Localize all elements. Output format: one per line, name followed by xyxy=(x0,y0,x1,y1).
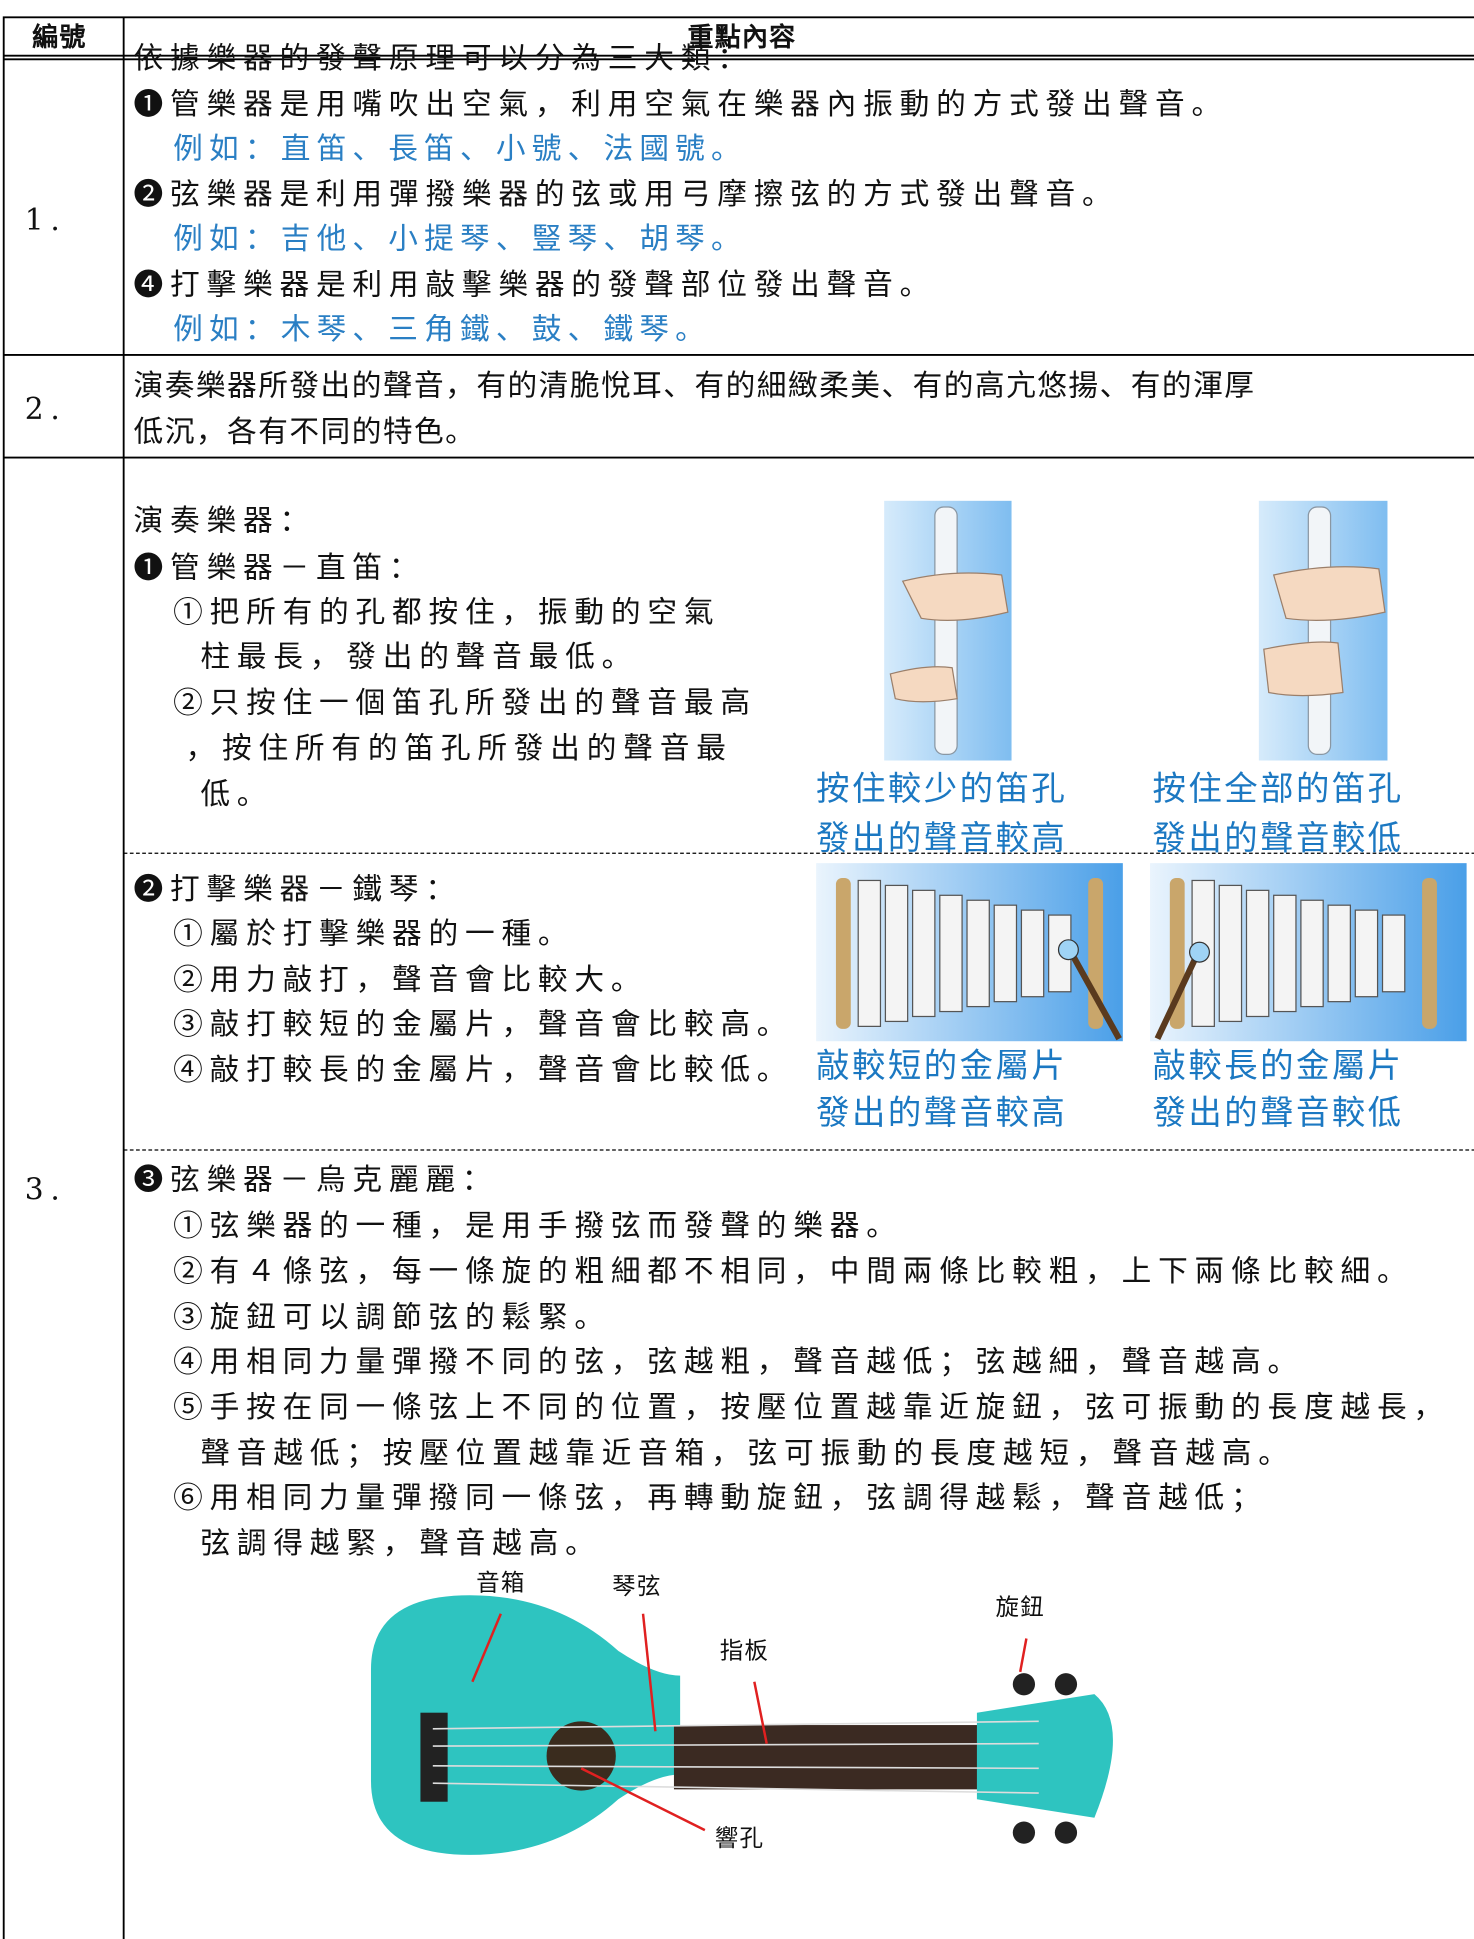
text-line: ①把所有的孔都按住，振動的空氣 xyxy=(173,594,721,630)
figure-label: 響孔 xyxy=(714,1825,765,1853)
text-line: 聲音越低；按壓位置越靠近音箱，弦可振動的長度越短，聲音越高。 xyxy=(200,1435,1295,1471)
figure-label: 音箱 xyxy=(476,1569,526,1597)
row-number: 1. xyxy=(24,202,67,238)
text-line: ⑤手按在同一條弦上不同的位置，按壓位置越靠近旋鈕，弦可振動的長度越長， xyxy=(173,1389,1450,1425)
text-line: ❷打擊樂器－鐵琴： xyxy=(133,871,462,907)
text-line: 低沉，各有不同的特色。 xyxy=(133,414,477,449)
text-line: ②有４條弦，每一條旋的粗細都不相同，中間兩條比較粗，上下兩條比較細。 xyxy=(173,1253,1414,1289)
text-line: ①屬於打擊樂器的一種。 xyxy=(173,916,575,951)
text-line: 柱最長，發出的聲音最低。 xyxy=(200,639,639,674)
text-line: 演奏樂器所發出的聲音，有的清脆悅耳、有的細緻柔美、有的高亢悠揚、有的渾厚 xyxy=(133,368,1256,404)
row-number: 3. xyxy=(24,1172,67,1207)
caption: 發出的聲音較低 xyxy=(1152,819,1404,859)
text-line: ②用力敲打，聲音會比較大。 xyxy=(173,962,648,997)
caption: 按住全部的笛孔 xyxy=(1152,770,1404,809)
caption: 發出的聲音較低 xyxy=(1152,1094,1404,1133)
ukulele xyxy=(370,1595,1113,1855)
recorder-low-holes xyxy=(884,500,1012,761)
text-line: 低。 xyxy=(200,776,274,812)
row-number: 2. xyxy=(24,392,67,427)
text-line: ❶管樂器－直笛： xyxy=(133,550,426,585)
text-line: ❹打擊樂器是利用敲擊樂器的發聲部位發出聲音。 xyxy=(133,267,937,302)
text-line: 例如：直笛、長笛、小號、法國號。 xyxy=(173,131,747,166)
text-line: 例如：吉他、小提琴、豎琴、胡琴。 xyxy=(173,221,747,256)
text-line: ❶管樂器是用嘴吹出空氣，利用空氣在樂器內振動的方式發出聲音。 xyxy=(133,86,1228,122)
text-line: ⑥用相同力量彈撥同一條弦，再轉動旋鈕，弦調得越鬆，聲音越低； xyxy=(173,1480,1268,1515)
xylophone-short xyxy=(816,863,1123,1042)
text-line: ④用相同力量彈撥不同的弦，弦越粗，聲音越低；弦越細，聲音越高。 xyxy=(173,1344,1304,1379)
caption: 敲較長的金屬片 xyxy=(1152,1047,1404,1086)
text-line: 演奏樂器： xyxy=(133,503,316,538)
text-line: ③旋鈕可以調節弦的鬆緊。 xyxy=(173,1299,611,1335)
caption: 敲較短的金屬片 xyxy=(816,1047,1068,1086)
text-line: 弦調得越緊，聲音越高。 xyxy=(200,1525,602,1561)
text-line: ④敲打較長的金屬片，聲音會比較低。 xyxy=(173,1052,794,1087)
caption: 發出的聲音較高 xyxy=(816,1094,1068,1133)
caption: 發出的聲音較高 xyxy=(816,819,1068,859)
header-number: 編號 xyxy=(32,21,87,52)
recorder-all-holes xyxy=(1258,500,1388,761)
xylophone-long xyxy=(1150,863,1467,1042)
figure-label: 指板 xyxy=(719,1637,770,1665)
text-line: ，按住所有的笛孔所發出的聲音最 xyxy=(185,730,733,766)
figure-label: 琴弦 xyxy=(612,1572,662,1601)
text-line: ②只按住一個笛孔所發出的聲音最高 xyxy=(173,685,757,720)
figure-label: 旋鈕 xyxy=(995,1593,1045,1622)
header-content: 重點內容 xyxy=(687,21,797,52)
table-lines xyxy=(2,16,1474,1939)
text-line: ③敲打較短的金屬片，聲音會比較高。 xyxy=(173,1006,794,1042)
text-line: ❸弦樂器－烏克麗麗： xyxy=(133,1162,499,1198)
text-line: 依據樂器的發聲原理可以分為三大類： xyxy=(133,40,754,76)
text-line: ①弦樂器的一種，是用手撥弦而發聲的樂器。 xyxy=(173,1208,903,1243)
text-line: 例如：木琴、三角鐵、鼓、鐵琴。 xyxy=(173,311,712,347)
caption: 按住較少的笛孔 xyxy=(816,770,1068,809)
text-line: ❷弦樂器是利用彈撥樂器的弦或用弓摩擦弦的方式發出聲音。 xyxy=(133,176,1119,212)
